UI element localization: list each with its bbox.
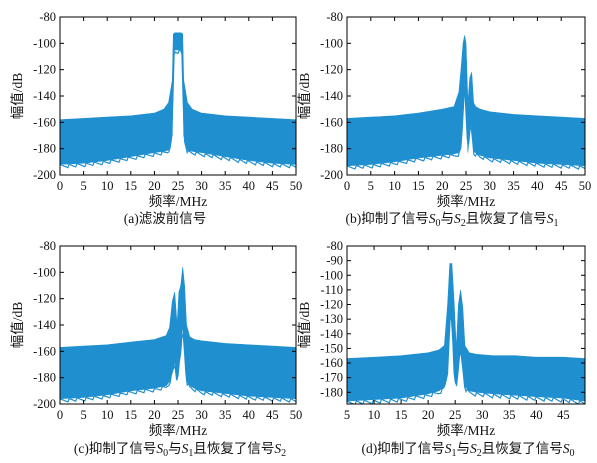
x-tick-label: 45 (266, 408, 279, 422)
x-tick-label: 50 (579, 179, 592, 193)
x-tick-label: 20 (422, 408, 435, 422)
x-tick-label: 40 (531, 179, 544, 193)
x-tick-label: 0 (57, 408, 63, 422)
x-tick-label: 35 (507, 179, 520, 193)
x-tick-label: 15 (412, 179, 425, 193)
y-tick-label: -180 (33, 142, 56, 156)
x-tick-label: 50 (290, 179, 303, 193)
y-axis-label: 幅值/dB (297, 302, 312, 349)
y-tick-label: -140 (33, 318, 56, 332)
x-tick-label: 25 (449, 408, 462, 422)
series-noise-edge (347, 85, 585, 170)
y-tick-label: -200 (320, 168, 343, 182)
x-tick-label: 35 (219, 408, 232, 422)
x-tick-label: 25 (172, 408, 185, 422)
x-tick-label: 45 (555, 179, 568, 193)
x-tick-label: 10 (368, 408, 381, 422)
x-axis-label: 频率/MHz (437, 422, 496, 438)
y-tick-label: -200 (33, 397, 56, 411)
panel-caption: (c)抑制了信号S0与S1且恢复了信号S2 (74, 440, 286, 459)
x-tick-label: 30 (195, 408, 208, 422)
series-band (60, 267, 296, 400)
x-tick-label: 40 (530, 408, 543, 422)
x-axis-label: 频率/MHz (149, 422, 208, 438)
x-tick-label: 35 (503, 408, 516, 422)
x-tick-label: 5 (344, 408, 350, 422)
y-tick-label: -140 (33, 89, 56, 103)
y-tick-label: -130 (320, 312, 343, 326)
y-tick-label: -140 (320, 327, 343, 341)
y-tick-label: -160 (320, 115, 343, 129)
x-tick-label: 10 (101, 408, 114, 422)
x-tick-label: 10 (388, 179, 401, 193)
y-axis-label: 幅值/dB (297, 73, 312, 120)
panel-caption: (a)滤波前信号 (124, 210, 206, 226)
x-tick-label: 50 (290, 408, 303, 422)
y-tick-label: -90 (326, 254, 343, 268)
y-tick-label: -80 (326, 239, 343, 253)
y-axis-label: 幅值/dB (10, 302, 25, 349)
y-tick-label: -100 (320, 268, 343, 282)
x-axis-label: 频率/MHz (149, 193, 208, 209)
series-noise-edge (347, 318, 585, 404)
x-tick-label: 15 (125, 179, 138, 193)
x-tick-label: 15 (395, 408, 408, 422)
x-tick-label: 40 (243, 408, 256, 422)
chart-panel-2: 0 5 10 15 20 25 30 35 40 45 50 -80 -100 -120 -140 -160 -… (10, 239, 302, 459)
y-tick-label: -160 (33, 115, 56, 129)
y-tick-label: -140 (320, 89, 343, 103)
x-axis-label: 频率/MHz (437, 193, 496, 209)
x-tick-label: 0 (57, 179, 63, 193)
x-tick-label: 45 (557, 408, 570, 422)
y-tick-label: -80 (326, 10, 343, 24)
y-tick-label: -160 (33, 344, 56, 358)
panel-caption: (d)抑制了信号S1与S2且恢复了信号S0 (362, 440, 575, 459)
x-tick-label: 30 (195, 179, 208, 193)
chart-panel-3: 5 10 15 20 25 30 35 40 45-80-90-100-110-120-130-… (297, 239, 586, 459)
y-tick-label: -100 (320, 36, 343, 50)
x-tick-label: 5 (80, 179, 86, 193)
x-tick-label: 35 (219, 179, 232, 193)
x-tick-label: 30 (484, 179, 497, 193)
x-tick-label: 10 (101, 179, 114, 193)
x-tick-label: 40 (243, 179, 256, 193)
y-tick-label: -100 (33, 36, 56, 50)
axes-frame (346, 245, 586, 405)
y-tick-label: -170 (320, 371, 343, 385)
x-tick-label: 20 (148, 408, 161, 422)
x-tick-label: 45 (266, 179, 279, 193)
y-tick-label: -100 (33, 265, 56, 279)
x-tick-label: 5 (368, 179, 374, 193)
y-tick-label: -80 (39, 239, 56, 253)
y-tick-label: -120 (320, 63, 343, 77)
y-tick-label: -120 (320, 298, 343, 312)
chart-panel-0: 0 5 10 15 20 25 30 35 40 45 50 -80 -100 -120 -140 -160 -… (10, 10, 302, 226)
x-tick-label: 30 (476, 408, 489, 422)
panel-caption: (b)抑制了信号S0与S2且恢复了信号S1 (346, 210, 559, 229)
y-tick-label: -180 (320, 385, 343, 399)
y-axis-label: 幅值/dB (10, 73, 25, 120)
x-tick-label: 20 (148, 179, 161, 193)
chart-panel-1: 0 5 10 15 20 25 30 35 40 45 50 -80 -100 -120 -140 -160 -… (297, 10, 591, 229)
x-tick-label: 0 (344, 179, 350, 193)
series-noise-edge (60, 333, 296, 403)
y-tick-label: -180 (320, 142, 343, 156)
series-band (347, 263, 585, 402)
series-noise-edge (60, 49, 296, 169)
x-tick-label: 5 (80, 408, 86, 422)
y-tick-label: -120 (33, 292, 56, 306)
y-tick-label: -200 (33, 168, 56, 182)
y-tick-label: -80 (39, 10, 56, 24)
series-band (60, 32, 296, 165)
x-tick-label: 15 (125, 408, 138, 422)
y-tick-label: -150 (320, 341, 343, 355)
y-tick-label: -110 (321, 283, 343, 297)
y-tick-label: -120 (33, 63, 56, 77)
x-tick-label: 20 (436, 179, 449, 193)
y-tick-label: -160 (320, 356, 343, 370)
x-tick-label: 25 (460, 179, 473, 193)
x-tick-label: 25 (172, 179, 185, 193)
y-tick-label: -180 (33, 371, 56, 385)
